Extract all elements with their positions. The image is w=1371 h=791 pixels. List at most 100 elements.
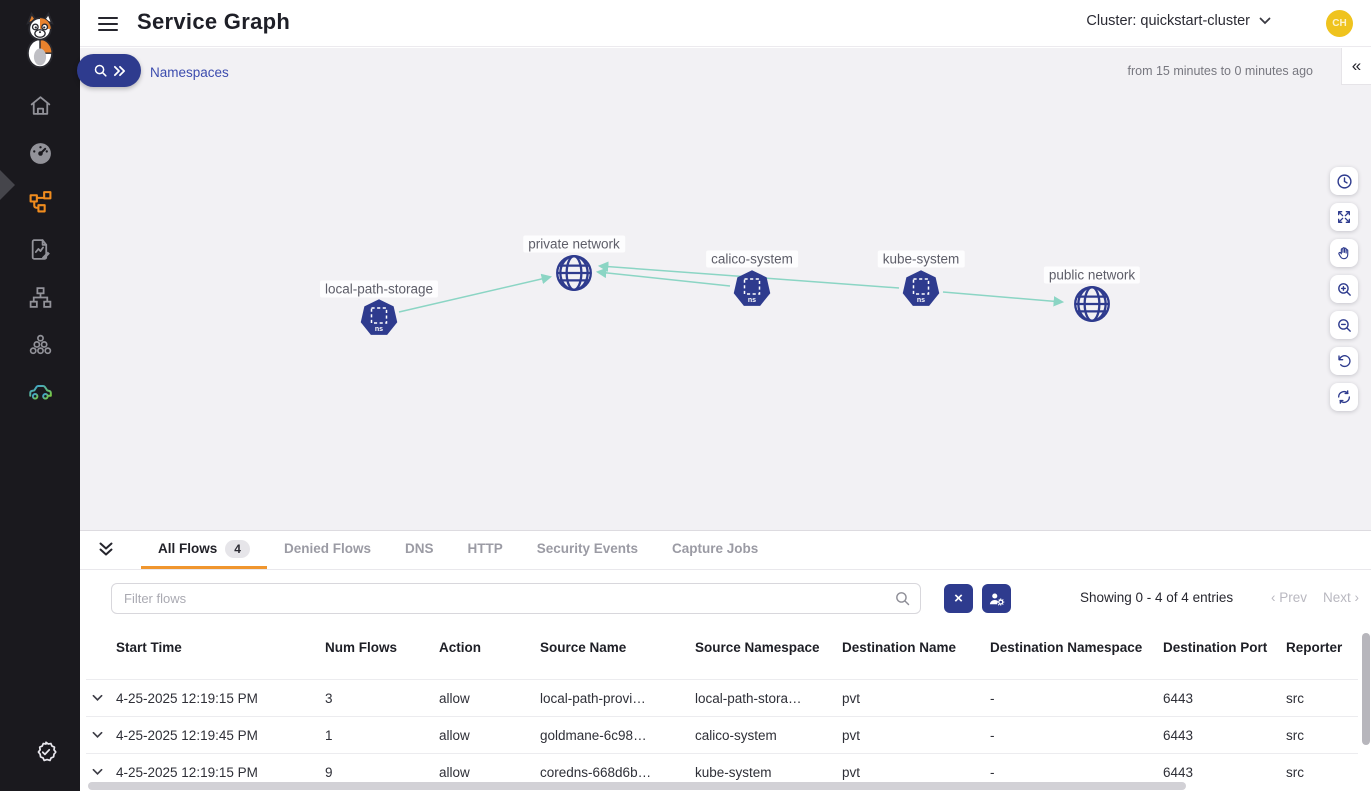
tab-all-flows[interactable]: All Flows 4 [141, 531, 267, 569]
avatar[interactable]: CH [1326, 10, 1353, 37]
zoom-out-button[interactable] [1330, 311, 1358, 339]
active-item-wedge [0, 170, 15, 200]
filter-flows-input[interactable] [111, 583, 921, 614]
network-node-private[interactable] [553, 252, 595, 294]
pagination: ‹ Prev Next › [1271, 590, 1359, 605]
certificate-check-icon[interactable] [33, 739, 59, 765]
col-source-namespace[interactable]: Source Namespace [695, 640, 820, 655]
namespace-node-calico-system[interactable]: ns [732, 269, 772, 309]
expand-row-icon[interactable] [86, 717, 111, 753]
tab-label: Security Events [536, 541, 639, 556]
reports-icon[interactable] [27, 236, 53, 262]
zoom-in-button[interactable] [1330, 275, 1358, 303]
cell-num-flows: 1 [325, 727, 333, 743]
node-label[interactable]: local-path-storage [319, 280, 439, 298]
reset-layout-button[interactable] [1330, 347, 1358, 375]
col-start-time[interactable]: Start Time [116, 640, 182, 655]
namespace-badge: ns [374, 326, 384, 333]
col-source-name[interactable]: Source Name [540, 640, 627, 655]
tab-http[interactable]: HTTP [450, 531, 519, 569]
graph-edges [398, 261, 1065, 313]
prev-page-button[interactable]: ‹ Prev [1270, 590, 1307, 605]
column-customize-button[interactable] [982, 584, 1011, 613]
cell-destination-name: pvt [842, 690, 861, 706]
cell-source-name: coredns-668d6b… [540, 764, 652, 780]
col-num-flows[interactable]: Num Flows [325, 640, 398, 655]
user-gear-icon [989, 592, 1004, 606]
next-page-button[interactable]: Next › [1322, 590, 1359, 605]
hand-icon [1338, 247, 1349, 260]
namespace-node-local-path-storage[interactable]: ns [359, 298, 399, 338]
cell-destination-port: 6443 [1163, 690, 1194, 706]
service-graph-icon[interactable] [27, 188, 53, 214]
col-reporter[interactable]: Reporter [1286, 640, 1343, 655]
node-label[interactable]: kube-system [877, 250, 965, 268]
compliance-car-icon[interactable] [27, 379, 53, 405]
expand-row-icon[interactable] [86, 754, 111, 790]
graph-search-button[interactable] [77, 54, 141, 87]
tab-capture-jobs[interactable]: Capture Jobs [655, 531, 775, 569]
expand-row-icon[interactable] [86, 680, 111, 716]
cell-action: allow [439, 727, 470, 743]
node-label[interactable]: calico-system [706, 250, 798, 268]
cluster-selector[interactable]: Cluster: quickstart-cluster [1086, 13, 1271, 29]
table-row[interactable]: 4-25-2025 12:19:15 PM 9 allow coredns-66… [86, 753, 1358, 790]
zoom-in-icon [1337, 282, 1351, 296]
cell-action: allow [439, 764, 470, 780]
network-node-public[interactable] [1071, 283, 1113, 325]
cell-source-name: goldmane-6c98… [540, 727, 647, 743]
time-range-label: from 15 minutes to 0 minutes ago [1127, 64, 1313, 78]
clock-icon [1336, 173, 1352, 189]
collapse-right-panel-button[interactable]: « [1341, 48, 1371, 85]
cell-num-flows: 9 [325, 764, 333, 780]
hamburger-menu-icon[interactable] [98, 13, 118, 33]
tab-denied-flows[interactable]: Denied Flows [267, 531, 388, 569]
cell-action: allow [439, 690, 470, 706]
tab-security-events[interactable]: Security Events [520, 531, 655, 569]
breadcrumb-namespaces[interactable]: Namespaces [150, 65, 229, 80]
tab-label: All Flows [158, 541, 218, 556]
double-chevron-right-icon [113, 65, 125, 76]
collapse-panel-button[interactable] [96, 540, 116, 560]
tab-label: Denied Flows [283, 541, 371, 556]
vertical-scrollbar[interactable] [1362, 633, 1370, 745]
col-destination-port[interactable]: Destination Port [1163, 640, 1268, 655]
node-label[interactable]: private network [523, 235, 625, 253]
cell-destination-namespace: - [990, 764, 995, 780]
namespace-badge: ns [747, 297, 757, 304]
search-icon [94, 64, 107, 77]
time-machine-button[interactable] [1330, 167, 1358, 195]
calico-cat-logo[interactable] [17, 12, 63, 70]
flows-tabbar: All Flows 4 Denied Flows DNS HTTP Securi… [80, 531, 1371, 570]
clear-filter-button[interactable]: × [944, 584, 973, 613]
workloads-cluster-icon[interactable] [27, 332, 53, 358]
table-header-row: Start Time Num Flows Action Source Name … [86, 631, 1358, 679]
cell-num-flows: 3 [325, 690, 333, 706]
namespace-node-kube-system[interactable]: ns [901, 269, 941, 309]
horizontal-scrollbar[interactable] [88, 782, 1186, 790]
fit-to-screen-button[interactable] [1330, 203, 1358, 231]
chevron-down-icon [1259, 17, 1271, 25]
pan-button[interactable] [1330, 239, 1358, 267]
refresh-button[interactable] [1330, 383, 1358, 411]
search-icon [896, 592, 910, 606]
table-row[interactable]: 4-25-2025 12:19:45 PM 1 allow goldmane-6… [86, 716, 1358, 753]
table-row[interactable]: 4-25-2025 12:19:15 PM 3 allow local-path… [86, 679, 1358, 716]
flows-table: Start Time Num Flows Action Source Name … [86, 631, 1358, 790]
sidebar [0, 0, 80, 791]
service-graph-canvas[interactable]: local-path-storage private network calic… [77, 48, 1371, 530]
cell-destination-port: 6443 [1163, 727, 1194, 743]
cell-destination-port: 6443 [1163, 764, 1194, 780]
cell-destination-namespace: - [990, 727, 995, 743]
tab-label: HTTP [467, 541, 503, 556]
col-destination-name[interactable]: Destination Name [842, 640, 957, 655]
cell-reporter: src [1286, 764, 1304, 780]
col-action[interactable]: Action [439, 640, 481, 655]
tab-count-badge: 4 [225, 539, 250, 558]
col-destination-namespace[interactable]: Destination Namespace [990, 640, 1143, 655]
node-label[interactable]: public network [1043, 266, 1141, 284]
network-tiers-icon[interactable] [27, 284, 53, 310]
dashboard-gauge-icon[interactable] [27, 140, 53, 166]
tab-dns[interactable]: DNS [388, 531, 451, 569]
home-icon[interactable] [27, 92, 53, 118]
